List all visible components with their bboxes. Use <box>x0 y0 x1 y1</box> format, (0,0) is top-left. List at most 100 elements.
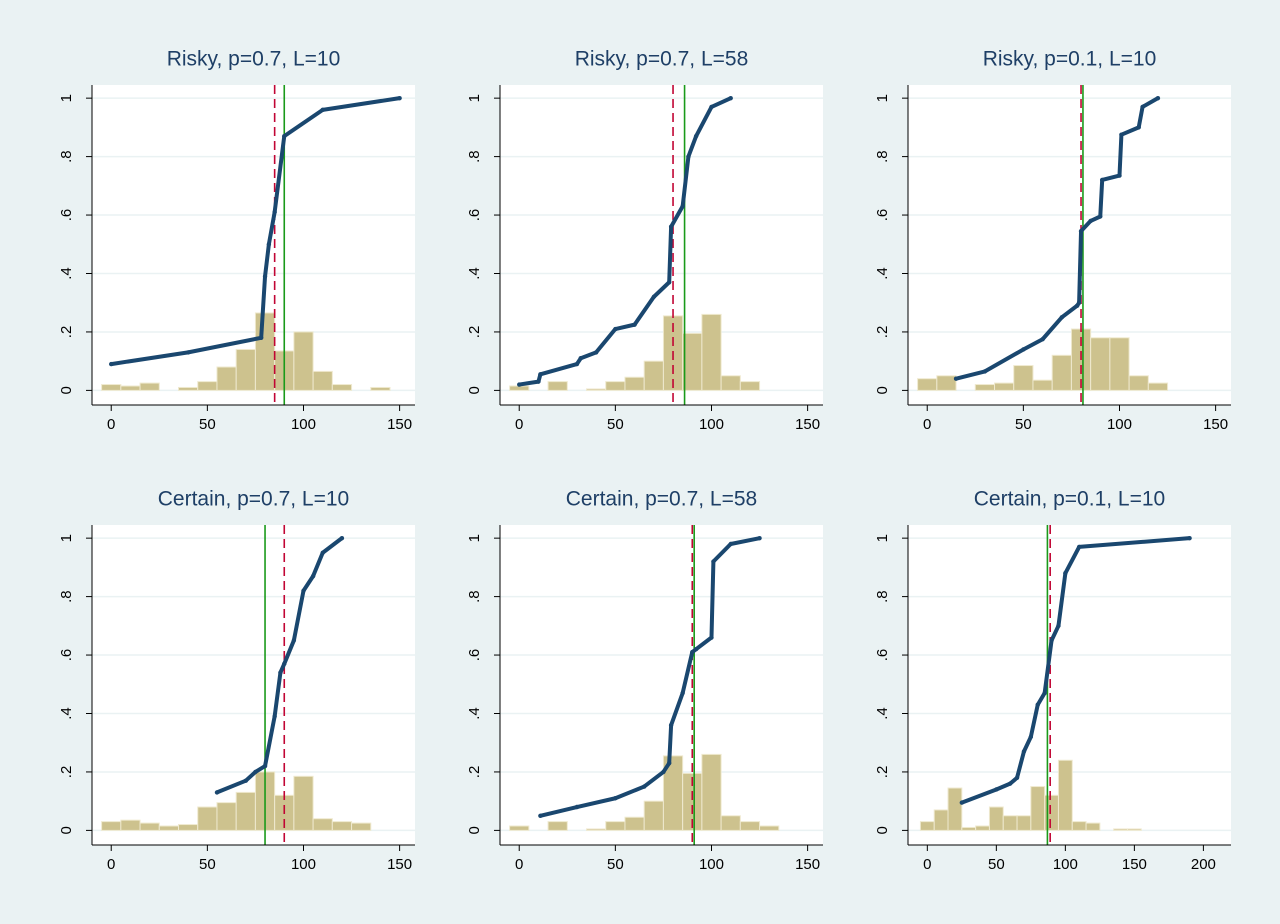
cdf-point <box>728 95 733 101</box>
histogram-bar <box>933 809 949 831</box>
cdf-point <box>538 372 543 377</box>
plot-area <box>500 85 823 405</box>
y-tick-label: .6 <box>874 209 891 222</box>
histogram-bar <box>139 382 160 391</box>
y-tick-label: .6 <box>466 209 483 222</box>
x-tick-label: 0 <box>107 416 115 433</box>
histogram-bar <box>139 822 160 831</box>
cdf-point <box>1021 749 1027 754</box>
cdf-point <box>959 800 965 805</box>
x-tick-label: 0 <box>515 416 523 433</box>
y-tick-label: .2 <box>466 326 483 339</box>
histogram-bar <box>919 821 935 831</box>
y-tick-label: .8 <box>466 590 483 603</box>
histogram-bar <box>739 381 761 391</box>
cdf-point <box>214 790 220 795</box>
cdf-point <box>1140 104 1145 110</box>
y-tick-label: .4 <box>58 267 75 280</box>
cdf-point <box>593 350 599 355</box>
cdf-point <box>574 804 580 810</box>
cdf-point <box>109 361 114 367</box>
cdf-point <box>1007 781 1013 786</box>
cdf-point <box>1076 544 1082 550</box>
histogram-bar <box>1030 786 1046 831</box>
cdf-point <box>282 133 287 139</box>
histogram-bar <box>1057 759 1073 831</box>
y-tick-label: .8 <box>874 590 891 603</box>
y-tick-label: 0 <box>874 826 891 834</box>
histogram-bar <box>1051 354 1072 391</box>
histogram-bar <box>101 821 122 831</box>
cdf-point <box>690 649 695 655</box>
y-tick-label: .2 <box>874 326 891 339</box>
cdf-point <box>253 769 258 775</box>
cdf-point <box>651 294 657 300</box>
cdf-point <box>262 274 268 279</box>
x-tick-label: 100 <box>291 416 316 433</box>
histogram-bar <box>720 375 741 391</box>
cdf-line <box>518 96 732 387</box>
histogram-bar <box>351 822 372 831</box>
cdf-point <box>1098 214 1103 219</box>
histogram-bar <box>759 825 780 831</box>
cdf-point <box>613 326 618 332</box>
cdf-point <box>757 535 762 541</box>
cdf-point <box>272 714 277 719</box>
y-tick-label: 0 <box>466 826 483 834</box>
x-tick-label: 200 <box>1191 856 1216 873</box>
cdf-point <box>1155 95 1161 101</box>
cdf-point <box>1099 177 1105 183</box>
x-tick-label: 100 <box>1053 856 1078 873</box>
histogram-bar <box>547 381 568 391</box>
plot-area <box>500 525 823 845</box>
cdf-point <box>262 763 268 769</box>
chart-title: Certain, p=0.1, L=10 <box>974 488 1165 511</box>
y-tick-label: .8 <box>874 150 891 163</box>
cdf-point <box>320 550 325 555</box>
y-tick-label: 1 <box>466 94 483 102</box>
histogram-bar <box>197 381 218 391</box>
chart-title: Certain, p=0.7, L=58 <box>566 488 757 511</box>
cdf-point <box>243 778 249 783</box>
x-tick-label: 0 <box>923 856 931 873</box>
histogram-bar <box>586 388 607 391</box>
cdf-point <box>1136 125 1141 130</box>
histogram-bar <box>988 806 1004 831</box>
x-tick-label: 150 <box>795 416 820 433</box>
cdf-point <box>258 335 264 340</box>
cdf-point <box>666 280 672 285</box>
cdf-point <box>680 690 685 696</box>
y-tick-label: .4 <box>466 267 483 280</box>
histogram-bar <box>158 825 180 831</box>
y-tick-label: .4 <box>874 707 891 720</box>
cdf-point <box>1059 315 1065 320</box>
cdf-point <box>1187 535 1192 541</box>
cdf-point <box>680 204 685 209</box>
histogram-bar <box>1013 365 1034 391</box>
x-tick-label: 150 <box>1122 856 1147 873</box>
y-tick-label: 1 <box>58 94 75 102</box>
cdf-point <box>711 559 716 564</box>
cdf-point <box>310 573 316 579</box>
histogram-bar <box>701 313 722 391</box>
histogram-bar <box>961 826 977 831</box>
histogram-bar <box>624 376 645 391</box>
chart-title: Certain, p=0.7, L=10 <box>158 488 349 511</box>
cdf-point <box>1014 775 1020 780</box>
cdf-point <box>661 769 666 775</box>
cdf-point <box>397 95 402 101</box>
histogram-bar <box>197 806 218 831</box>
y-tick-label: .2 <box>466 766 483 779</box>
cdf-point <box>517 382 522 387</box>
x-tick-label: 0 <box>107 856 115 873</box>
histogram-bar <box>101 384 122 391</box>
x-tick-label: 100 <box>699 416 724 433</box>
histogram-bar <box>643 800 664 831</box>
histogram-bar <box>1090 337 1111 391</box>
histogram-bar <box>1002 815 1018 831</box>
histogram-bar <box>235 348 256 391</box>
histogram-bar <box>917 378 938 391</box>
cdf-point <box>266 242 272 247</box>
cdf-point <box>728 541 733 547</box>
